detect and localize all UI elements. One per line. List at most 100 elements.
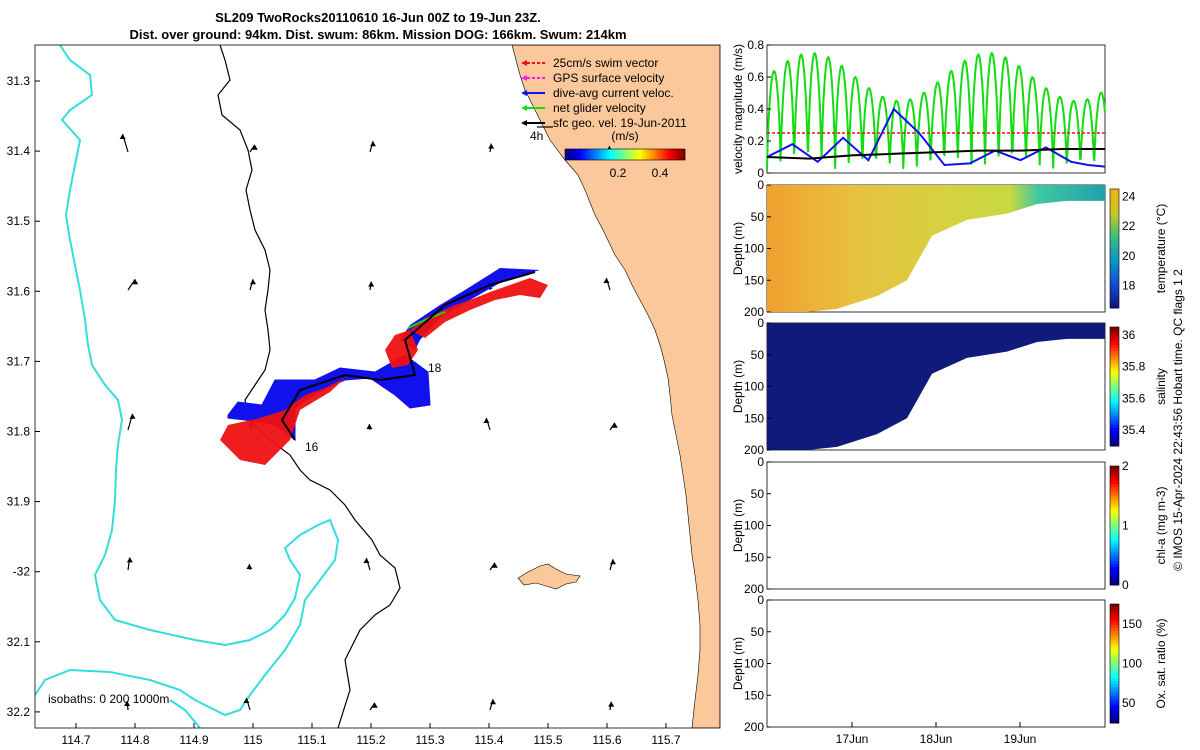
- section-colorbar-cell: [1110, 254, 1119, 258]
- colorbar-cell: [651, 149, 654, 160]
- section-frame: [766, 461, 1106, 590]
- track-line: [280, 271, 536, 441]
- geo-arrow: [489, 562, 496, 571]
- colorbar-cell: [631, 149, 634, 160]
- geo-arrowhead: [119, 134, 126, 139]
- section-colorbar-cell: [1110, 392, 1119, 396]
- section-colorbar-cell: [1110, 558, 1119, 562]
- colorbar-frame: [564, 148, 686, 161]
- section-colorbar-cell: [1110, 492, 1119, 497]
- section-colorbar-cell: [1110, 284, 1119, 288]
- section-colorbar-cell: [1110, 386, 1119, 390]
- section-colorbar-tick: 2: [1122, 459, 1129, 473]
- colorbar-cell: [625, 149, 628, 160]
- section-colorbar-cell: [1110, 699, 1119, 703]
- colorbar-cell: [587, 149, 590, 160]
- section-colorbar-cell: [1110, 251, 1119, 255]
- map-x-tick-label: 115.4: [474, 733, 503, 747]
- section-y-tick-label: 0: [757, 178, 764, 192]
- colorbar-cell: [667, 149, 670, 160]
- section-colorbar-cell: [1110, 604, 1119, 608]
- geo-arrow: [127, 278, 136, 291]
- section-colorbar-cell: [1110, 681, 1119, 685]
- section-colorbar-cell: [1110, 287, 1119, 291]
- colorbar-cell: [683, 149, 686, 160]
- geo-arrowhead: [124, 701, 131, 706]
- map-x-tick-label: 115.6: [592, 733, 621, 747]
- section-colorbar-cell: [1110, 612, 1119, 617]
- colorbar-cell: [589, 149, 592, 160]
- colorbar-cell: [641, 149, 644, 160]
- geo-arrowhead: [126, 557, 133, 563]
- legend-label: dive-avg current veloc.: [553, 86, 674, 100]
- geo-arrow: [369, 702, 376, 711]
- section-colorbar-cell: [1110, 708, 1119, 712]
- section-colorbar-cell: [1110, 215, 1119, 220]
- section-colorbar-cell: [1110, 233, 1119, 238]
- section-colorbar-cell: [1110, 230, 1119, 235]
- section-y-tick-label: 50: [751, 210, 765, 224]
- section-y-tick-label: 50: [751, 625, 765, 639]
- colorbar-cell: [575, 149, 578, 160]
- section-colorbar-cell: [1110, 329, 1119, 334]
- section-colorbar-cell: [1110, 239, 1119, 244]
- section-colorbar-cell: [1110, 468, 1119, 473]
- section-colorbar-cell: [1110, 471, 1119, 476]
- section-colorbar-cell: [1110, 224, 1119, 229]
- island: [517, 563, 581, 590]
- section-colorbar-cell: [1110, 398, 1119, 402]
- section-colorbar-cell: [1110, 657, 1119, 662]
- section-colorbar-cell: [1110, 269, 1119, 273]
- section-y-tick-label: 200: [744, 305, 764, 319]
- section-colorbar-tick: 150: [1122, 617, 1142, 631]
- section-colorbar-cell: [1110, 627, 1119, 632]
- geo-arrowhead: [129, 413, 136, 419]
- section-colorbar-cell: [1110, 714, 1119, 718]
- map-x-ticks: 114.7 114.8 114.9 115 115.1 115.2 115.3 115.4 11…: [61, 723, 681, 747]
- glider-track: [220, 268, 548, 465]
- section-colorbar-cell: [1110, 191, 1119, 196]
- section-colorbar-label: chl-a (mg m-3): [1154, 486, 1168, 564]
- section-colorbar-cell: [1110, 242, 1119, 247]
- section-colorbar-cell: [1110, 209, 1119, 214]
- section-colorbar-cell: [1110, 528, 1119, 532]
- section-colorbar-label: salinity: [1154, 368, 1168, 405]
- temperature-field: [767, 185, 1105, 312]
- geo-arrowhead: [610, 559, 616, 565]
- section-colorbar-cell: [1110, 645, 1119, 650]
- section-colorbar-cell: [1110, 564, 1119, 568]
- colorbar-cell: [593, 149, 596, 160]
- section-colorbar-cell: [1110, 377, 1119, 382]
- colorbar-cell: [617, 149, 620, 160]
- section-colorbar-cell: [1110, 639, 1119, 644]
- time-tick-label: 18Jun: [920, 732, 953, 746]
- section-colorbar-cell: [1110, 272, 1119, 276]
- section-colorbar-tick: 18: [1122, 279, 1136, 293]
- section-colorbar-cell: [1110, 606, 1119, 611]
- section-colorbar-label: temperature (°C): [1154, 204, 1168, 294]
- map-x-tick-label: 115.1: [297, 733, 326, 747]
- legend-label: sfc geo. vel. 19-Jun-2011: [553, 116, 687, 130]
- section-colorbar-cell: [1110, 428, 1119, 432]
- section-colorbar-cell: [1110, 549, 1119, 553]
- section-colorbar-tick: 100: [1122, 657, 1142, 671]
- section-colorbar-cell: [1110, 203, 1119, 208]
- colorbar-cell: [569, 149, 572, 160]
- section-colorbar-cell: [1110, 504, 1119, 509]
- geo-arrow: [609, 422, 616, 431]
- time-axis: 17Jun 18Jun 19Jun: [836, 722, 1036, 746]
- credit-text: © IMOS 15-Apr-2024 22:43:56 Hobart time.…: [1171, 269, 1185, 571]
- colorbar-cell: [577, 149, 580, 160]
- isobath-legend-label: isobaths: 0 200 1000m: [48, 692, 169, 706]
- section-colorbar-cell: [1110, 431, 1119, 435]
- geo-arrowhead: [366, 424, 373, 429]
- section-colorbar-cell: [1110, 666, 1119, 670]
- section-colorbar-cell: [1110, 305, 1119, 309]
- section-y-tick-label: 50: [751, 348, 765, 362]
- section-colorbar-cell: [1110, 443, 1119, 447]
- section-colorbar-cell: [1110, 489, 1119, 494]
- colorbar-cell: [567, 149, 570, 160]
- map-y-tick-label: 31.3: [7, 74, 31, 88]
